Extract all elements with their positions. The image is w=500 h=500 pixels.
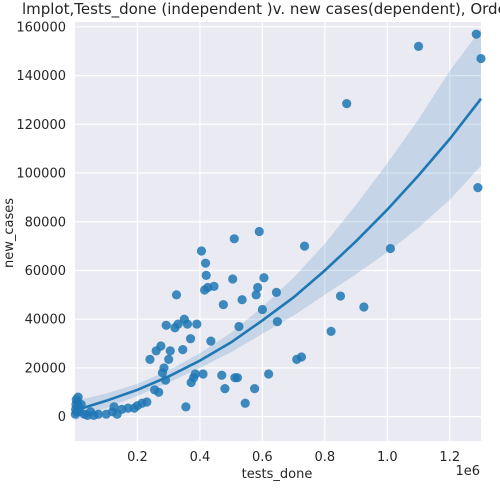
data-point [249,384,260,394]
data-point [237,295,247,305]
x-tick-label: 0.4 [190,450,211,465]
y-tick-label: 80000 [25,215,66,230]
data-point [326,326,336,336]
data-point [342,99,352,109]
y-tick-label: 140000 [16,69,66,84]
data-point [335,291,346,301]
data-point [173,319,183,329]
y-tick-label: 40000 [25,313,66,328]
data-point [161,320,171,330]
x-axis-label: tests_done [242,467,313,482]
confidence-band-layer [75,29,481,421]
data-point [476,53,486,64]
data-point [257,304,267,315]
x-tick-label: 1.0 [377,450,398,465]
data-point [159,363,169,373]
data-point [271,287,282,298]
data-point [228,274,238,284]
data-point [178,345,188,355]
data-point [182,319,193,329]
data-point [190,369,200,379]
data-point [359,302,369,312]
x-tick-label: 0.6 [252,450,273,465]
data-point [259,273,269,283]
data-point [164,354,174,364]
y-tick-label: 60000 [25,264,66,279]
data-point [251,290,261,300]
data-point [201,270,211,280]
data-point [196,246,207,256]
data-point [299,241,310,251]
chart-title: lmplot,Tests_done (independent )v. new c… [22,0,500,19]
y-tick-label: 160000 [16,20,66,35]
data-point [156,341,166,351]
x-tick-label: 0.8 [315,450,336,465]
y-tick-labels: 0 20000 40000 60000 80000 100000 120000 140000 1… [16,20,66,425]
y-tick-label: 20000 [25,361,66,376]
data-point [264,369,274,379]
y-axis-label: new_cases [2,198,17,268]
data-point [473,183,483,193]
data-point [171,290,182,300]
data-point [253,282,263,293]
y-tick-label: 100000 [16,167,66,182]
data-point [413,41,424,51]
plot-area [75,22,481,441]
data-point [181,402,191,412]
data-point [229,234,239,244]
y-tick-label: 120000 [16,118,66,133]
x-tick-labels: 0.2 0.4 0.6 0.8 1.0 1.2 [127,450,460,465]
x-axis-offset-label: 1e6 [455,464,480,479]
data-point [385,243,396,254]
data-point [142,397,152,407]
data-point [165,346,175,356]
data-point [145,354,155,364]
data-point [240,398,250,408]
data-point [218,299,228,310]
regression-line-layer [74,97,483,412]
data-point [154,387,164,397]
data-point [272,317,282,327]
data-point [93,409,104,419]
data-point [73,392,83,402]
data-point [232,373,242,383]
x-tick-label: 0.2 [127,450,148,465]
data-point [234,321,244,332]
confidence-band [75,29,481,421]
x-tick-label: 1.2 [439,450,460,465]
data-point [198,369,208,379]
data-point [209,281,219,291]
data-point [109,402,119,412]
data-point [471,29,481,39]
data-point [254,226,264,237]
data-point [206,336,216,346]
data-point [220,384,230,394]
y-tick-label: 0 [58,410,66,425]
regression-line [74,97,483,412]
data-point [200,258,211,268]
data-point [296,352,307,362]
data-point [192,319,202,329]
data-point [185,334,196,344]
data-point [217,370,227,380]
grid-lines [75,22,481,441]
